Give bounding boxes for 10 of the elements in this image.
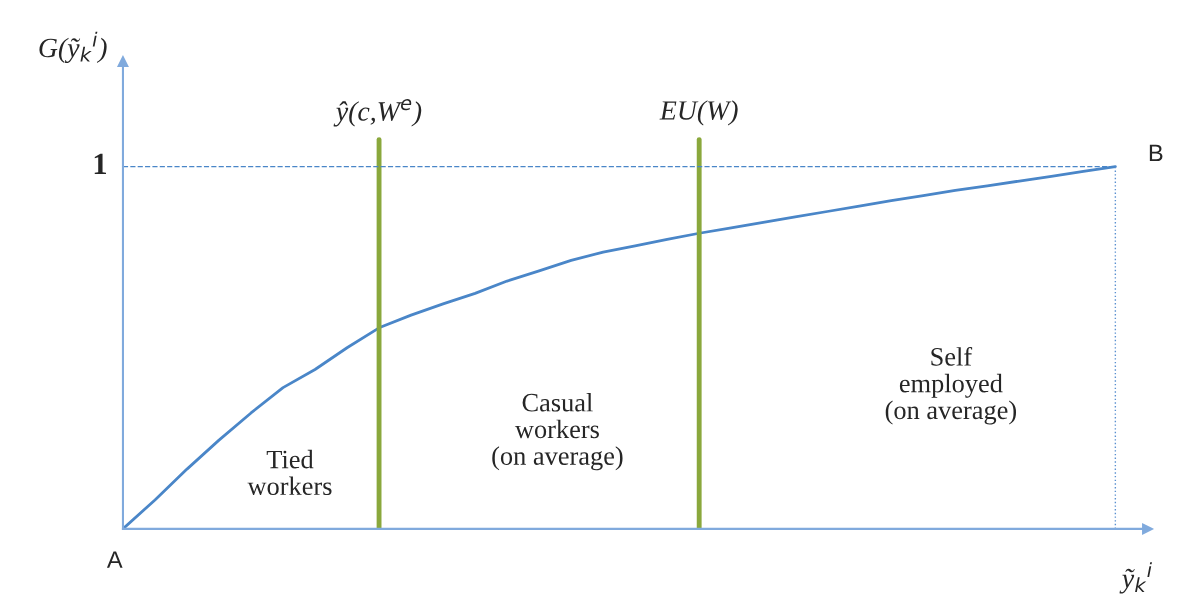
y-axis-title: G(ỹ$_{k}$$^{i}$) — [39, 31, 107, 64]
text: ŷ(c,W$^{e}$) — [333, 99, 422, 127]
text: B — [1149, 144, 1163, 162]
annotation: Tied workers — [247, 449, 332, 496]
text: EU(W) — [659, 100, 738, 126]
text: A — [106, 551, 123, 568]
annotation: Casual workers (on average) — [492, 393, 623, 471]
ref-line-label: 1 — [94, 153, 107, 174]
x-axis-title: ỹ$_{k}$$^{i}$ — [1119, 562, 1152, 594]
annotation: Self employed (on average) — [885, 346, 1017, 425]
